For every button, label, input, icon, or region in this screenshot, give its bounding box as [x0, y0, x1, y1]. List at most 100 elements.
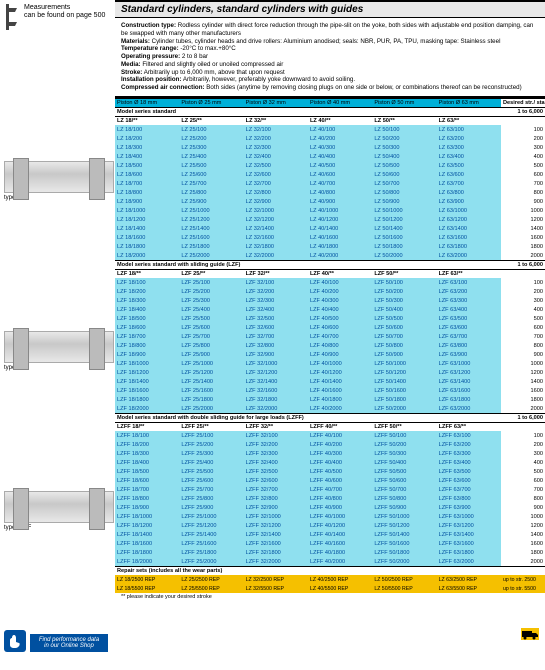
part-cell: LZF 50/600	[372, 323, 436, 332]
install-lbl: Installation position:	[121, 76, 182, 83]
stroke-cell: 500	[501, 161, 545, 170]
series-range: 1 to 6,000	[501, 413, 545, 422]
materials-text: Cylinder tubes, cylinder heads and drive…	[150, 38, 501, 45]
part-cell: LZF 18/900	[115, 350, 179, 359]
part-cell: LZF 50/1200	[372, 368, 436, 377]
part-cell: LZF 50/1800	[372, 395, 436, 404]
part-cell: LZF 40/1800	[308, 395, 372, 404]
part-cell: LZF 63/900	[437, 350, 501, 359]
hdr-25: Piston Ø 25 mm	[179, 98, 243, 107]
part-cell: LZF 32/1600	[244, 386, 308, 395]
part-cell: LZF 63/1800	[437, 395, 501, 404]
part-cell: LZFF 40/1000	[308, 512, 372, 521]
part-cell: LZ 40/1000	[308, 206, 372, 215]
table-row: LZF 18/1600LZF 25/1600LZF 32/1600LZF 40/…	[115, 386, 545, 395]
table-row: LZF 18/100LZF 25/100LZF 32/100LZF 40/100…	[115, 278, 545, 287]
part-cell: LZFF 18/900	[115, 503, 179, 512]
cylinder-image-lz	[4, 161, 114, 193]
part-cell: LZF 40/500	[308, 314, 372, 323]
part-cell: LZ 63/1200	[437, 215, 501, 224]
part-cell: LZF 25/1200	[179, 368, 243, 377]
table-row: LZ 18/1600LZ 25/1600LZ 32/1600LZ 40/1600…	[115, 233, 545, 242]
part-cell: LZFF 63/1400	[437, 530, 501, 539]
part-cell: LZF 18/200	[115, 287, 179, 296]
part-cell: LZFF 32/1600	[244, 539, 308, 548]
repair-title-row: Repair sets (includes all the wear parts…	[115, 566, 545, 575]
part-cell: LZFF 50/2000	[372, 557, 436, 566]
part-cell: LZFF 63/900	[437, 503, 501, 512]
part-cell: LZFF 32/800	[244, 494, 308, 503]
part-cell: LZFF 50/500	[372, 467, 436, 476]
header-row: Piston Ø 18 mm Piston Ø 25 mm Piston Ø 3…	[115, 98, 545, 107]
table-row: LZF 18/1000LZF 25/1000LZF 32/1000LZF 40/…	[115, 359, 545, 368]
part-cell: LZF 25/700	[179, 332, 243, 341]
table-row: LZFF 18/600LZFF 25/600LZFF 32/600LZFF 40…	[115, 476, 545, 485]
part-cell: LZFF 18/200	[115, 440, 179, 449]
part-cell: LZ 50/800	[372, 188, 436, 197]
part-cell: LZFF 25/1000	[179, 512, 243, 521]
part-cell: LZF 50/2000	[372, 404, 436, 413]
part-cell: LZF 32/800	[244, 341, 308, 350]
part-cell: LZ 18/1800	[115, 242, 179, 251]
series-subhdr: LZFF 32/**	[244, 422, 308, 431]
series-subhdr: LZFF 40/**	[308, 422, 372, 431]
part-cell: LZFF 63/1200	[437, 521, 501, 530]
part-cell: LZFF 40/300	[308, 449, 372, 458]
series-title: Model series standard	[115, 107, 501, 116]
part-cell: LZF 18/500	[115, 314, 179, 323]
table-row: LZFF 18/100LZFF 25/100LZFF 32/100LZFF 40…	[115, 431, 545, 440]
part-cell: LZ 63/700	[437, 179, 501, 188]
table-row: LZFF 18/500LZFF 25/500LZFF 32/500LZFF 40…	[115, 467, 545, 476]
table-row: LZ 18/1800LZ 25/1800LZ 32/1800LZ 40/1800…	[115, 242, 545, 251]
part-cell: LZ 40/700	[308, 179, 372, 188]
part-cell: LZF 25/1600	[179, 386, 243, 395]
part-cell: LZFF 18/1200	[115, 521, 179, 530]
part-cell: LZ 63/300	[437, 143, 501, 152]
part-cell: LZFF 18/100	[115, 431, 179, 440]
part-cell: LZ 25/200	[179, 134, 243, 143]
part-cell: LZFF 32/900	[244, 503, 308, 512]
table-row: LZ 18/900LZ 25/900LZ 32/900LZ 40/900LZ 5…	[115, 197, 545, 206]
online-shop-banner[interactable]: Find performance data in our Online Shop	[30, 634, 108, 652]
part-cell: LZ 63/1400	[437, 224, 501, 233]
part-cell: LZF 25/600	[179, 323, 243, 332]
part-cell: LZFF 40/200	[308, 440, 372, 449]
part-cell: LZF 63/2000	[437, 404, 501, 413]
part-cell: LZ 50/1600	[372, 233, 436, 242]
stroke-cell: 1600	[501, 233, 545, 242]
hdr-desired: Desired str./ standard str.	[501, 98, 545, 107]
series-subhdr: LZ 18/**	[115, 116, 179, 125]
part-cell: LZF 63/300	[437, 296, 501, 305]
repair-cell: LZ 25/5500 REP	[179, 584, 243, 593]
part-cell: LZF 32/700	[244, 332, 308, 341]
part-cell: LZF 25/900	[179, 350, 243, 359]
part-cell: LZFF 25/700	[179, 485, 243, 494]
part-cell: LZ 50/700	[372, 179, 436, 188]
part-cell: LZ 50/500	[372, 161, 436, 170]
repair-cell: LZ 40/5500 REP	[308, 584, 372, 593]
part-cell: LZF 18/600	[115, 323, 179, 332]
cylinder-image-lzff	[4, 491, 114, 523]
part-cell: LZFF 32/400	[244, 458, 308, 467]
part-cell: LZ 18/2000	[115, 251, 179, 260]
part-cell: LZFF 25/900	[179, 503, 243, 512]
repair-row: LZ 18/5500 REPLZ 25/5500 REPLZ 32/5500 R…	[115, 584, 545, 593]
part-cell: LZFF 50/200	[372, 440, 436, 449]
stroke-cell: 100	[501, 278, 545, 287]
part-cell: LZF 32/1400	[244, 377, 308, 386]
cylinder-image-lzf	[4, 331, 114, 363]
table-row: LZF 18/500LZF 25/500LZF 32/500LZF 40/500…	[115, 314, 545, 323]
part-cell: LZF 40/600	[308, 323, 372, 332]
repair-cell: LZ 63/5500 REP	[437, 584, 501, 593]
part-cell: LZ 32/1800	[244, 242, 308, 251]
repair-cell: LZ 40/2500 REP	[308, 575, 372, 584]
part-cell: LZF 40/1000	[308, 359, 372, 368]
table-row: LZF 18/200LZF 25/200LZF 32/200LZF 40/200…	[115, 287, 545, 296]
part-cell: LZF 32/900	[244, 350, 308, 359]
table-row: LZ 18/100LZ 25/100LZ 32/100LZ 40/100LZ 5…	[115, 125, 545, 134]
part-cell: LZ 18/1000	[115, 206, 179, 215]
series-subhdr: LZ 63/**	[437, 116, 501, 125]
part-cell: LZ 32/100	[244, 125, 308, 134]
stroke-cell: 700	[501, 179, 545, 188]
table-row: LZ 18/600LZ 25/600LZ 32/600LZ 40/600LZ 5…	[115, 170, 545, 179]
